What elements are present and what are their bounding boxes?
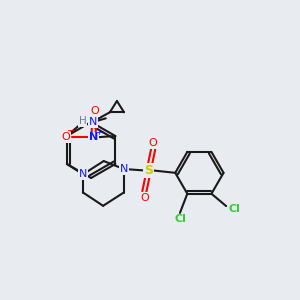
Text: N: N bbox=[79, 169, 87, 179]
Text: O: O bbox=[149, 138, 158, 148]
Text: N: N bbox=[88, 133, 98, 142]
Text: +: + bbox=[95, 128, 102, 137]
Text: Cl: Cl bbox=[229, 204, 240, 214]
Text: N: N bbox=[89, 117, 98, 127]
Text: O: O bbox=[90, 106, 99, 116]
Text: N: N bbox=[119, 164, 128, 174]
Text: Cl: Cl bbox=[174, 214, 186, 224]
Text: −: − bbox=[67, 126, 75, 136]
Text: H: H bbox=[79, 116, 86, 126]
Text: S: S bbox=[144, 164, 153, 177]
Text: O: O bbox=[62, 133, 70, 142]
Text: O: O bbox=[140, 193, 149, 202]
